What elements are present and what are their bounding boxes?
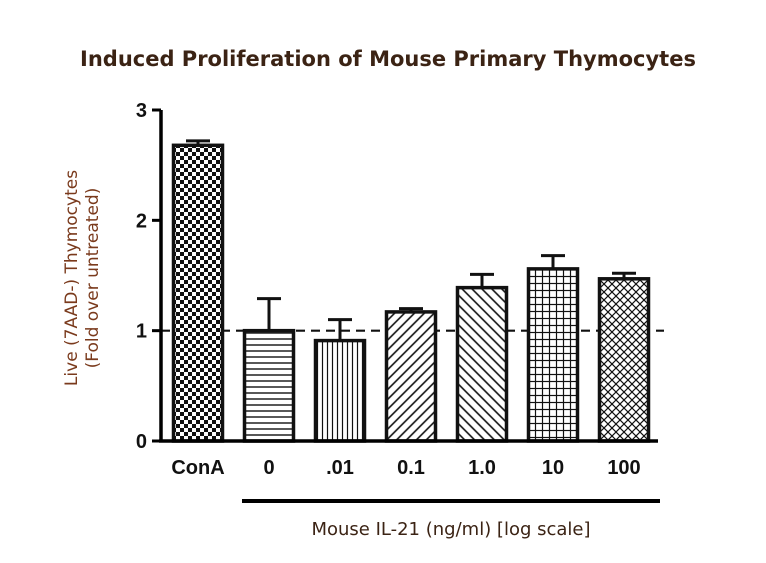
x-tick-label: ConA: [171, 457, 224, 479]
bars-group: [171, 139, 651, 443]
bar-10: [526, 267, 580, 443]
bar-0.1: [384, 310, 438, 443]
x-tick-label: 0.1: [397, 457, 425, 479]
y-tick-label: 2: [136, 210, 147, 232]
y-axis-label-line-1: Live (7AAD-) Thymocytes: [62, 170, 82, 386]
bar-ConA: [171, 143, 225, 443]
x-axis-ticks: ConA 0 .01 0.1 1.0 10 100: [171, 457, 640, 479]
x-tick-label: 0: [263, 457, 274, 479]
y-tick-label: 0: [136, 431, 147, 453]
x-tick-label: 10: [542, 457, 564, 479]
y-axis-label-line-2: (Fold over untreated): [83, 188, 103, 369]
y-axis-ticks: 0 1 2 3: [136, 100, 161, 453]
chart-title: Induced Proliferation of Mouse Primary T…: [80, 47, 696, 71]
x-tick-label: 1.0: [468, 457, 496, 479]
y-tick-label: 1: [136, 321, 147, 343]
bar-.01: [313, 338, 367, 443]
bar-100: [597, 277, 651, 443]
x-tick-label: .01: [326, 457, 354, 479]
bar-0: [242, 328, 296, 443]
bar-1.0: [455, 285, 509, 443]
x-axis-label: Mouse IL-21 (ng/ml) [log scale]: [311, 519, 590, 540]
y-tick-label: 3: [136, 100, 147, 122]
x-tick-label: 100: [607, 457, 640, 479]
